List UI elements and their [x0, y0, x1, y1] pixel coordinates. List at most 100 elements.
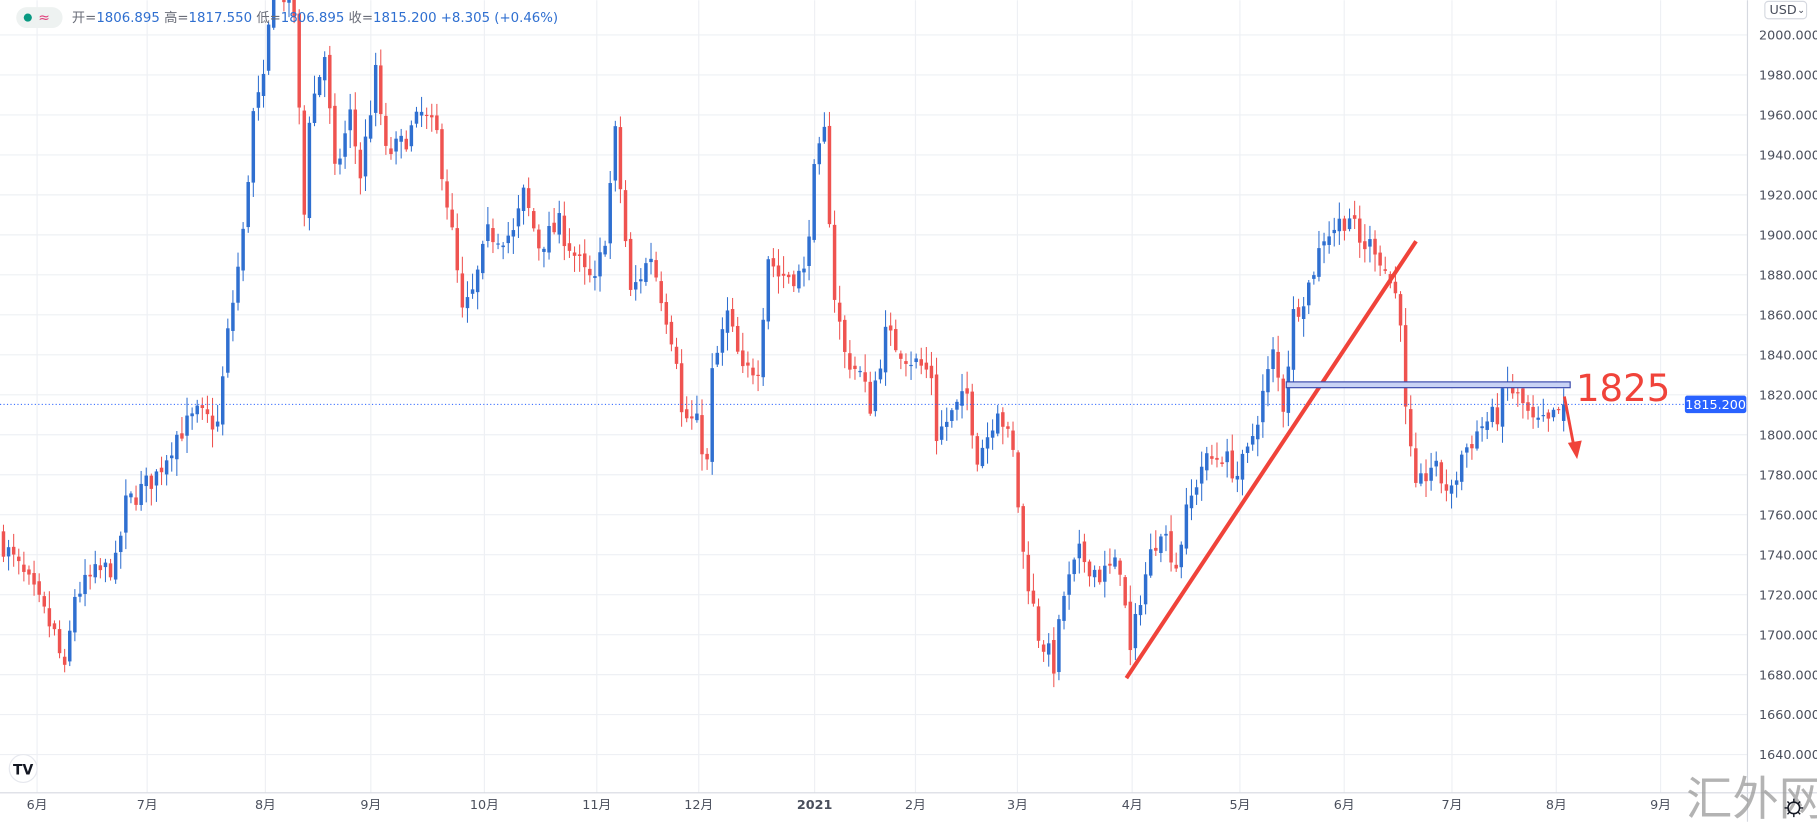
candle [1363, 224, 1367, 263]
tradingview-logo[interactable]: TV [8, 754, 38, 783]
candle-body [705, 453, 709, 460]
x-tick-label: 2月 [905, 798, 926, 813]
candle [1235, 461, 1240, 493]
candle [333, 93, 337, 175]
candle [144, 467, 148, 503]
candle [1301, 296, 1306, 337]
x-tick-label: 8月 [1546, 798, 1567, 813]
candle [1475, 420, 1479, 451]
candle-body [669, 321, 674, 345]
candle [210, 397, 215, 448]
candle [771, 248, 776, 278]
candle [1240, 449, 1245, 496]
candle-body [113, 552, 118, 580]
candle [832, 210, 837, 313]
candle [506, 221, 510, 254]
candle-body [83, 574, 87, 595]
candle-body [256, 92, 261, 108]
candle [894, 319, 898, 353]
candle [17, 548, 21, 575]
candle-body [496, 243, 500, 245]
candle-body [1189, 495, 1194, 509]
change-percent: (+0.46%) [494, 11, 558, 26]
high-label: 高= [164, 9, 188, 26]
candle [751, 358, 755, 385]
candle [618, 116, 623, 204]
candle-body [1414, 448, 1418, 483]
candle [57, 620, 62, 659]
candle-body [1087, 561, 1092, 577]
candle [797, 264, 801, 293]
candle [68, 620, 72, 667]
resistance-label: 1825 [1576, 367, 1670, 410]
candle-body [1363, 241, 1367, 250]
candle-body [919, 359, 923, 366]
candle-body [1317, 248, 1321, 277]
candle [246, 175, 250, 233]
candle [919, 347, 923, 375]
candle-body [720, 329, 725, 353]
x-tick-label: 9月 [360, 798, 381, 813]
resistance-zone[interactable] [1285, 381, 1571, 389]
candle [1006, 421, 1010, 438]
candle [812, 159, 816, 243]
candle-body [593, 276, 597, 278]
candle [266, 22, 271, 75]
candle [154, 469, 159, 502]
candle-body [786, 274, 791, 278]
candle-body [292, 0, 296, 18]
candle-body [812, 164, 816, 240]
candle-body [1062, 595, 1066, 621]
candle [904, 353, 908, 377]
candle [287, 0, 291, 18]
candle-body [1011, 430, 1015, 450]
low-value: 1806.895 [281, 11, 345, 26]
candle [1541, 398, 1546, 422]
trend-line[interactable] [1124, 240, 1418, 680]
candle [1123, 575, 1127, 609]
x-tick-label: 6月 [27, 798, 48, 813]
candle-body [368, 115, 373, 139]
candle-body [1495, 407, 1500, 425]
currency-button[interactable]: USD ⌄ [1764, 0, 1808, 20]
candle-body [149, 475, 154, 489]
candle [1546, 409, 1551, 432]
candle [1495, 393, 1500, 431]
candle-body [1143, 574, 1148, 605]
status-chip[interactable] [16, 7, 63, 29]
candle-body [1245, 446, 1250, 453]
candle [644, 257, 648, 286]
candle-body [848, 353, 852, 370]
candle [1383, 256, 1387, 274]
candle [817, 136, 822, 175]
candle [1164, 525, 1168, 552]
candle [1307, 279, 1311, 315]
candle [848, 340, 852, 379]
candle [1459, 450, 1464, 491]
candle [756, 360, 760, 392]
candle [139, 470, 143, 511]
candle-body [751, 367, 755, 376]
candle-body [995, 413, 1000, 434]
candle [1312, 271, 1316, 285]
candle-body [537, 229, 541, 249]
candle [455, 213, 460, 283]
settings-gear-icon[interactable] [1784, 798, 1804, 818]
time-axis[interactable]: 6月 7月 8月 9月 10月 11月 12月 2021 2月 3月 4月 5月 6月 7月 8月 9月 [27, 798, 1671, 813]
change-value: +8.305 [441, 11, 490, 26]
candle [639, 268, 643, 294]
candle [786, 271, 791, 284]
candle [1215, 442, 1219, 468]
candle [1347, 208, 1352, 232]
candle [169, 442, 174, 472]
price-axis[interactable]: 1640.000 1660.000 1680.000 1700.000 1720.000… [1759, 29, 1817, 764]
candle [1521, 385, 1525, 419]
candle-body [1128, 601, 1133, 651]
candle-body [1465, 447, 1469, 453]
candle-body [17, 556, 21, 562]
candle [175, 431, 179, 476]
candle [1087, 559, 1092, 587]
candle-body [929, 365, 934, 379]
candle [271, 0, 276, 30]
